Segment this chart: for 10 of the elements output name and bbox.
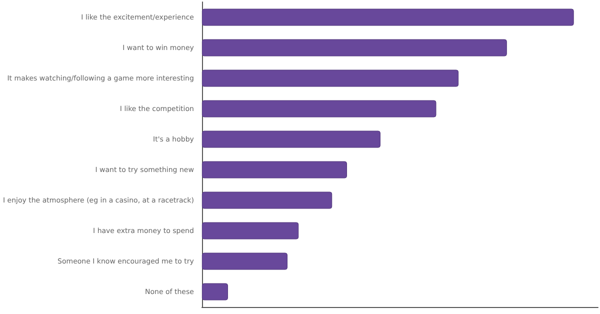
bar <box>202 161 347 178</box>
bar <box>202 8 574 26</box>
bar <box>202 283 228 300</box>
bar <box>202 100 436 118</box>
bar <box>202 39 507 56</box>
bar <box>202 222 299 240</box>
bar <box>202 192 332 209</box>
bar <box>202 252 288 270</box>
bar <box>202 130 380 148</box>
bar <box>202 70 459 87</box>
